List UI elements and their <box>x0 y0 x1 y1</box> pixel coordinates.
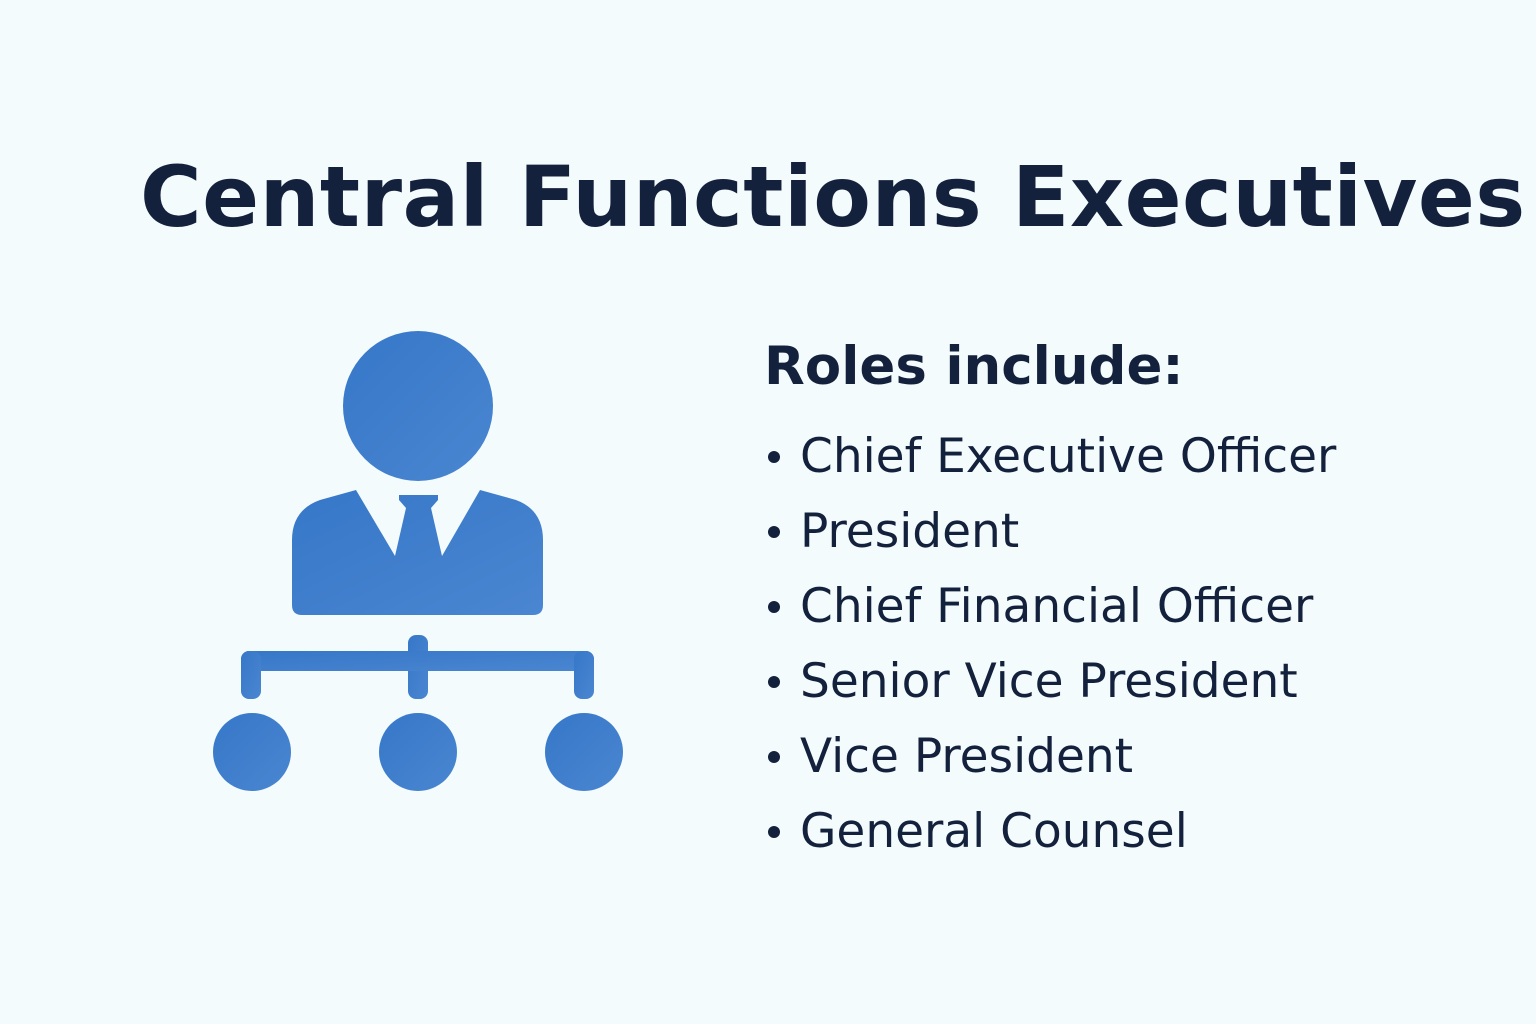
list-item: Senior Vice President <box>764 644 1504 719</box>
bullet-icon <box>768 825 780 838</box>
role-label: General Counsel <box>800 804 1188 859</box>
executive-body-icon <box>292 490 543 615</box>
roles-heading: Roles include: <box>764 336 1184 397</box>
roles-list: Chief Executive Officer President Chief … <box>764 419 1504 869</box>
role-label: Senior Vice President <box>800 654 1298 709</box>
role-label: Vice President <box>800 729 1134 784</box>
subordinate-node-icon <box>379 713 457 791</box>
subordinate-node-icon <box>545 713 623 791</box>
executive-head-icon <box>343 331 493 481</box>
list-item: General Counsel <box>764 794 1504 869</box>
bullet-icon <box>768 600 780 613</box>
list-item: President <box>764 494 1504 569</box>
bullet-icon <box>768 525 780 538</box>
bullet-icon <box>768 450 780 463</box>
role-label: Chief Financial Officer <box>800 579 1314 634</box>
list-item: Chief Financial Officer <box>764 569 1504 644</box>
page-title: Central Functions Executives <box>140 148 1526 246</box>
role-label: Chief Executive Officer <box>800 429 1337 484</box>
bullet-icon <box>768 750 780 763</box>
subordinate-node-icon <box>213 713 291 791</box>
list-item: Chief Executive Officer <box>764 419 1504 494</box>
executive-org-chart-icon <box>213 331 623 791</box>
bullet-icon <box>768 675 780 688</box>
roles-panel: Roles include: Chief Executive Officer P… <box>764 336 1504 869</box>
list-item: Vice President <box>764 719 1504 794</box>
role-label: President <box>800 504 1020 559</box>
hierarchy-connector-icon <box>241 635 594 699</box>
